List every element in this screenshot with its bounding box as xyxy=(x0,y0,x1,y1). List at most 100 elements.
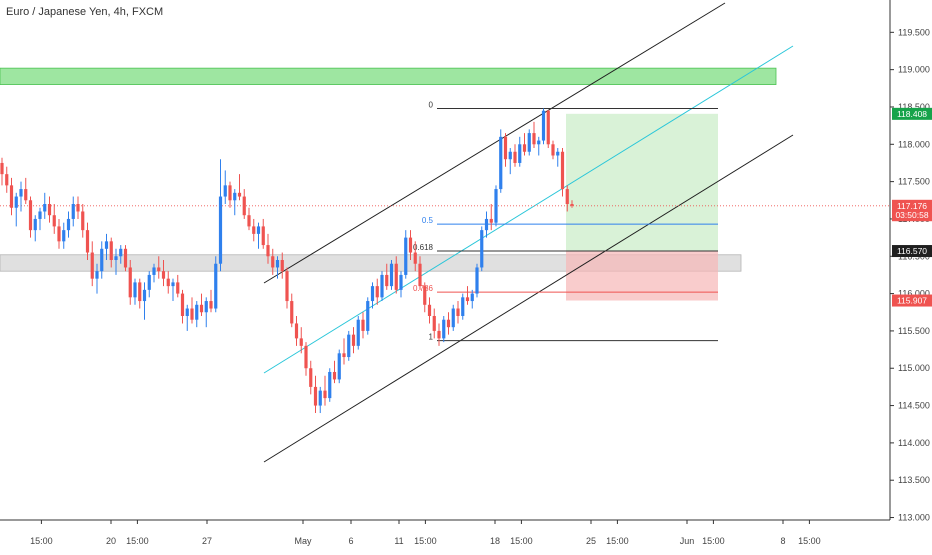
candle-body xyxy=(28,200,33,231)
candle-body xyxy=(71,204,75,219)
candle-body xyxy=(508,151,512,160)
candle-body xyxy=(199,304,204,313)
candle-body xyxy=(166,278,170,287)
price-badge xyxy=(892,199,932,212)
candle-body xyxy=(247,215,251,227)
time-tick-label: 15:00 xyxy=(510,536,533,546)
candle-body xyxy=(214,263,218,309)
price-tick-label: 119.000 xyxy=(898,65,930,75)
candle-body xyxy=(209,301,213,309)
price-tick-label: 119.500 xyxy=(898,27,930,37)
candle-body xyxy=(204,301,208,313)
candle-body xyxy=(62,230,66,242)
candle-body xyxy=(228,185,232,201)
time-tick-label: 25 xyxy=(586,536,596,546)
time-tick-label: 15:00 xyxy=(414,536,437,546)
price-tick-label: 115.500 xyxy=(898,326,930,336)
candle-body xyxy=(138,282,142,302)
loss-zone xyxy=(566,251,718,301)
candle-body xyxy=(24,189,28,201)
candle-body xyxy=(109,241,113,260)
candle-body xyxy=(66,218,71,231)
candle-body xyxy=(442,319,446,339)
candle-body xyxy=(14,196,18,208)
candle-body xyxy=(43,204,47,212)
candle-body xyxy=(323,390,327,399)
candle-body xyxy=(551,144,555,156)
candle-body xyxy=(475,267,479,294)
candle-body xyxy=(522,144,527,152)
candle-body xyxy=(242,196,246,216)
time-tick-label: 27 xyxy=(202,536,212,546)
candle-body xyxy=(503,136,508,160)
candle-body xyxy=(223,185,227,197)
candle-body xyxy=(161,271,166,279)
price-tick-label: 114.000 xyxy=(898,438,930,448)
candle-body xyxy=(0,162,4,175)
resistance-zone xyxy=(0,67,777,85)
candle-body xyxy=(437,330,441,339)
candle-body xyxy=(142,289,147,302)
candle-body xyxy=(532,133,536,145)
time-tick-label: 11 xyxy=(394,536,403,546)
candle-body xyxy=(104,241,109,249)
candle-body xyxy=(313,386,318,406)
time-tick-label: May xyxy=(294,536,312,546)
candle-body xyxy=(484,218,489,231)
time-tick-label: 8 xyxy=(780,536,785,546)
candle-body xyxy=(294,323,299,339)
candle-body xyxy=(332,371,337,380)
candle-body xyxy=(370,286,375,302)
candle-body xyxy=(418,263,422,287)
price-badge-label: 118.408 xyxy=(897,109,927,119)
candle-body xyxy=(176,282,180,294)
time-tick-label: 15:00 xyxy=(606,536,629,546)
candle-body xyxy=(185,308,189,316)
candle-body xyxy=(81,211,85,231)
candle-body xyxy=(180,293,185,316)
candle-body xyxy=(499,136,503,190)
candle-body xyxy=(537,140,541,145)
time-tick-label: 15:00 xyxy=(30,536,53,546)
time-tick-label: 20 xyxy=(106,536,116,546)
price-tick-label: 116.000 xyxy=(898,289,930,299)
fib-level-label: 0 xyxy=(429,100,434,109)
candle-body xyxy=(465,297,470,302)
candle-body xyxy=(52,215,56,227)
candle-body xyxy=(337,353,341,380)
candle-body xyxy=(470,293,474,302)
candle-body xyxy=(261,226,265,246)
price-badge xyxy=(892,294,932,307)
candle-body xyxy=(133,282,137,298)
candle-body xyxy=(90,252,94,279)
candle-body xyxy=(556,151,560,156)
candle-body xyxy=(119,248,123,257)
candle-body xyxy=(195,304,199,320)
candle-body xyxy=(47,204,52,216)
candle-body xyxy=(513,151,517,163)
price-tick-label: 117.500 xyxy=(898,177,930,187)
candle-body xyxy=(342,353,346,358)
channel-upper-line xyxy=(263,2,726,284)
price-tick-label: 118.500 xyxy=(898,102,930,112)
candle-body xyxy=(347,334,351,358)
price-badge-label: 116.570 xyxy=(897,246,927,256)
candle-body xyxy=(38,211,42,219)
candle-body xyxy=(518,144,522,163)
candle-body xyxy=(456,308,460,316)
candle-body xyxy=(271,256,275,268)
time-tick-label: 15:00 xyxy=(798,536,821,546)
candle-body xyxy=(404,237,408,275)
candle-body xyxy=(385,274,389,287)
candle-body xyxy=(100,248,104,272)
fib-level-label: 1 xyxy=(429,333,434,342)
candle-body xyxy=(76,204,80,212)
candle-body xyxy=(427,304,432,316)
candle-body xyxy=(147,274,151,290)
candle-body xyxy=(290,301,294,324)
candle-body xyxy=(318,390,322,406)
candle-body xyxy=(394,263,398,290)
candle-body xyxy=(366,301,370,331)
